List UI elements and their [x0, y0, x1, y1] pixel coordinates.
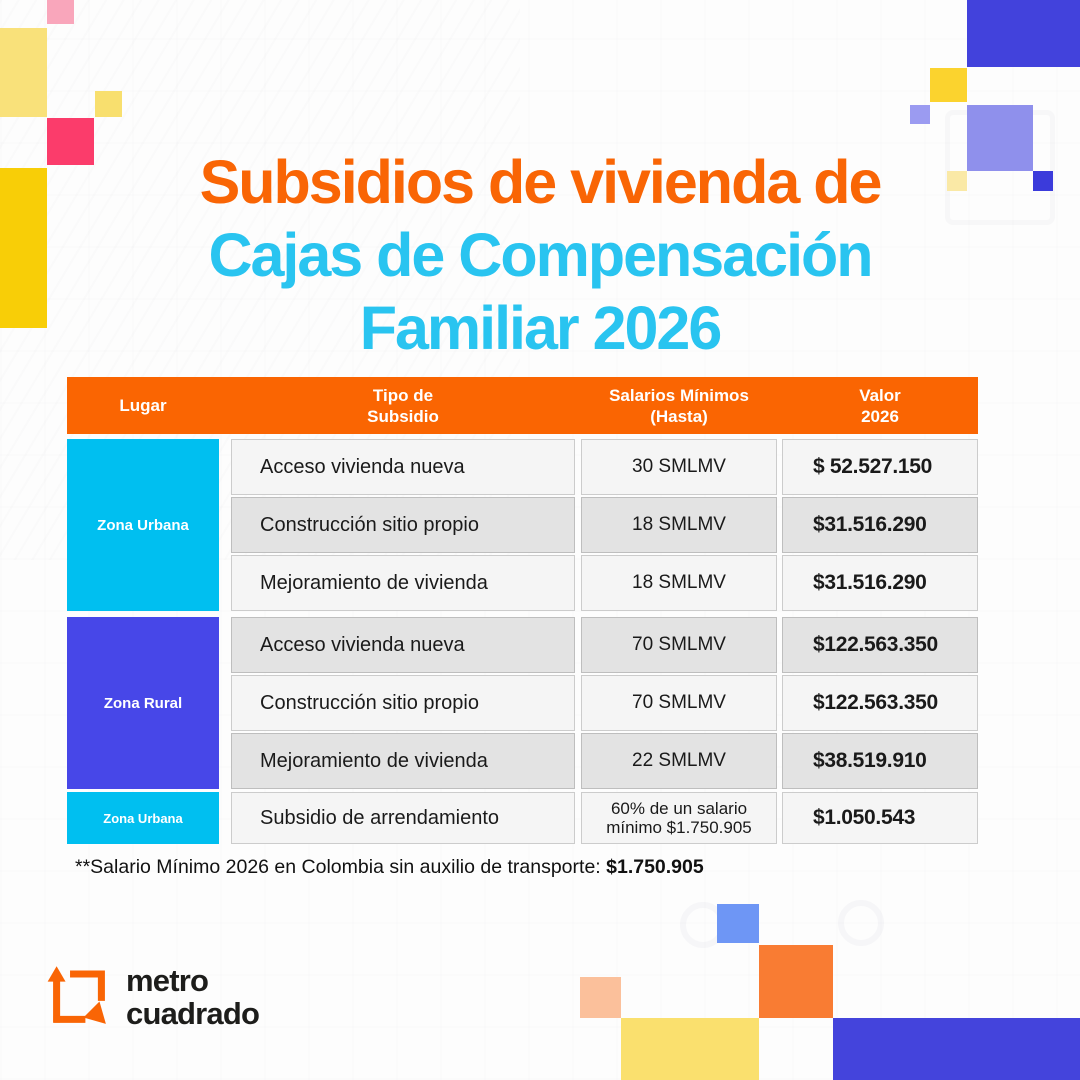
cell-tipo-subsidio: Acceso vivienda nueva	[231, 439, 575, 495]
page-title: Subsidios de vivienda de Cajas de Compen…	[0, 146, 1080, 365]
decor-square-lavender-small-topright	[910, 105, 930, 124]
cell-salarios-minimos: 30 SMLMV	[581, 439, 777, 495]
zone-cell-urbana-1: Zona Urbana	[67, 439, 219, 611]
decor-square-yellow-topright	[930, 68, 967, 102]
decor-square-peach-bottom	[580, 977, 621, 1018]
cell-salarios-minimos: 18 SMLMV	[581, 497, 777, 553]
decor-square-orange-bottom	[759, 945, 833, 1018]
decor-rect-blue-topright	[967, 0, 1080, 67]
decor-rect-blue-bottom	[833, 1018, 1080, 1080]
decor-square-yellow-small-topleft	[95, 91, 122, 117]
decor-square-blue-small-topright	[1033, 171, 1053, 191]
cell-tipo-subsidio: Subsidio de arrendamiento	[231, 792, 575, 844]
metrocuadrado-logo-text: metro cuadrado	[126, 963, 260, 1031]
table-row: Construcción sitio propio 18 SMLMV $31.5…	[67, 497, 978, 553]
table-row: Mejoramiento de vivienda 18 SMLMV $31.51…	[67, 555, 978, 611]
decor-square-pink-topleft	[47, 0, 74, 24]
decor-square-skyblue-bottom	[717, 904, 759, 943]
decor-rect-yellow-bottom	[621, 1018, 759, 1080]
table-row: Acceso vivienda nueva 30 SMLMV $ 52.527.…	[67, 439, 978, 495]
zone-cell-rural: Zona Rural	[67, 617, 219, 789]
page-title-line-3: Familiar 2026	[359, 294, 723, 362]
cell-salarios-minimos: 18 SMLMV	[581, 555, 777, 611]
cell-valor: $122.563.350	[782, 675, 978, 731]
cell-tipo-subsidio: Mejoramiento de vivienda	[231, 733, 575, 789]
logo-word-cuadrado: cuadrado	[126, 996, 260, 1031]
table-header-row: Lugar Tipo de Subsidio Salarios Mínimos …	[67, 377, 978, 434]
zone-cell-urbana-2: Zona Urbana	[67, 792, 219, 844]
logo-word-metro: metro	[126, 963, 209, 998]
decor-square-yellow-topleft	[0, 28, 47, 117]
cell-valor: $1.050.543	[782, 792, 978, 844]
metrocuadrado-logo-icon	[47, 966, 106, 1024]
column-header-label: Valor	[859, 385, 901, 405]
salary-footnote: **Salario Mínimo 2026 en Colombia sin au…	[75, 856, 704, 879]
subsidies-table: Lugar Tipo de Subsidio Salarios Mínimos …	[67, 377, 978, 844]
cell-valor: $31.516.290	[782, 497, 978, 553]
decor-square-lavender-topright	[967, 105, 1033, 171]
column-header-label: Subsidio	[367, 406, 439, 426]
cell-valor: $122.563.350	[782, 617, 978, 673]
table-row: Mejoramiento de vivienda 22 SMLMV $38.51…	[67, 733, 978, 789]
cell-valor: $31.516.290	[782, 555, 978, 611]
cell-tipo-subsidio: Construcción sitio propio	[231, 497, 575, 553]
column-header-valor: Valor 2026	[782, 377, 978, 434]
salary-footnote-value: $1.750.905	[606, 856, 704, 878]
cell-tipo-subsidio: Mejoramiento de vivienda	[231, 555, 575, 611]
cell-salarios-minimos: 70 SMLMV	[581, 617, 777, 673]
table-row: Construcción sitio propio 70 SMLMV $122.…	[67, 675, 978, 731]
decor-square-cream-topright	[947, 171, 967, 191]
column-header-label: (Hasta)	[650, 406, 708, 426]
cell-valor: $ 52.527.150	[782, 439, 978, 495]
table-row: Subsidio de arrendamiento 60% de un sala…	[67, 792, 978, 844]
background-truck-wheel-outline	[838, 900, 884, 946]
column-header-label: 2026	[861, 406, 899, 426]
table-row: Acceso vivienda nueva 70 SMLMV $122.563.…	[67, 617, 978, 673]
metrocuadrado-logo: metro cuadrado	[47, 962, 260, 1032]
column-header-label: Salarios Mínimos	[609, 385, 749, 405]
cell-salarios-minimos: 22 SMLMV	[581, 733, 777, 789]
decor-square-rose-topleft	[47, 118, 94, 165]
page-title-line-1: Subsidios de vivienda de	[199, 148, 883, 216]
column-header-salarios-minimos: Salarios Mínimos (Hasta)	[581, 377, 777, 434]
page-title-line-2: Cajas de Compensación	[208, 221, 873, 289]
column-header-label: Lugar	[119, 396, 167, 415]
column-header-lugar: Lugar	[67, 377, 219, 434]
salary-footnote-text: **Salario Mínimo 2026 en Colombia sin au…	[75, 856, 607, 878]
cell-salarios-minimos: 70 SMLMV	[581, 675, 777, 731]
column-header-label: Tipo de	[372, 385, 434, 405]
column-header-tipo-subsidio: Tipo de Subsidio	[231, 377, 575, 434]
cell-tipo-subsidio: Acceso vivienda nueva	[231, 617, 575, 673]
cell-tipo-subsidio: Construcción sitio propio	[231, 675, 575, 731]
cell-salarios-minimos: 60% de un salario mínimo $1.750.905	[581, 792, 777, 844]
cell-valor: $38.519.910	[782, 733, 978, 789]
decor-rect-gold-left	[0, 168, 47, 328]
